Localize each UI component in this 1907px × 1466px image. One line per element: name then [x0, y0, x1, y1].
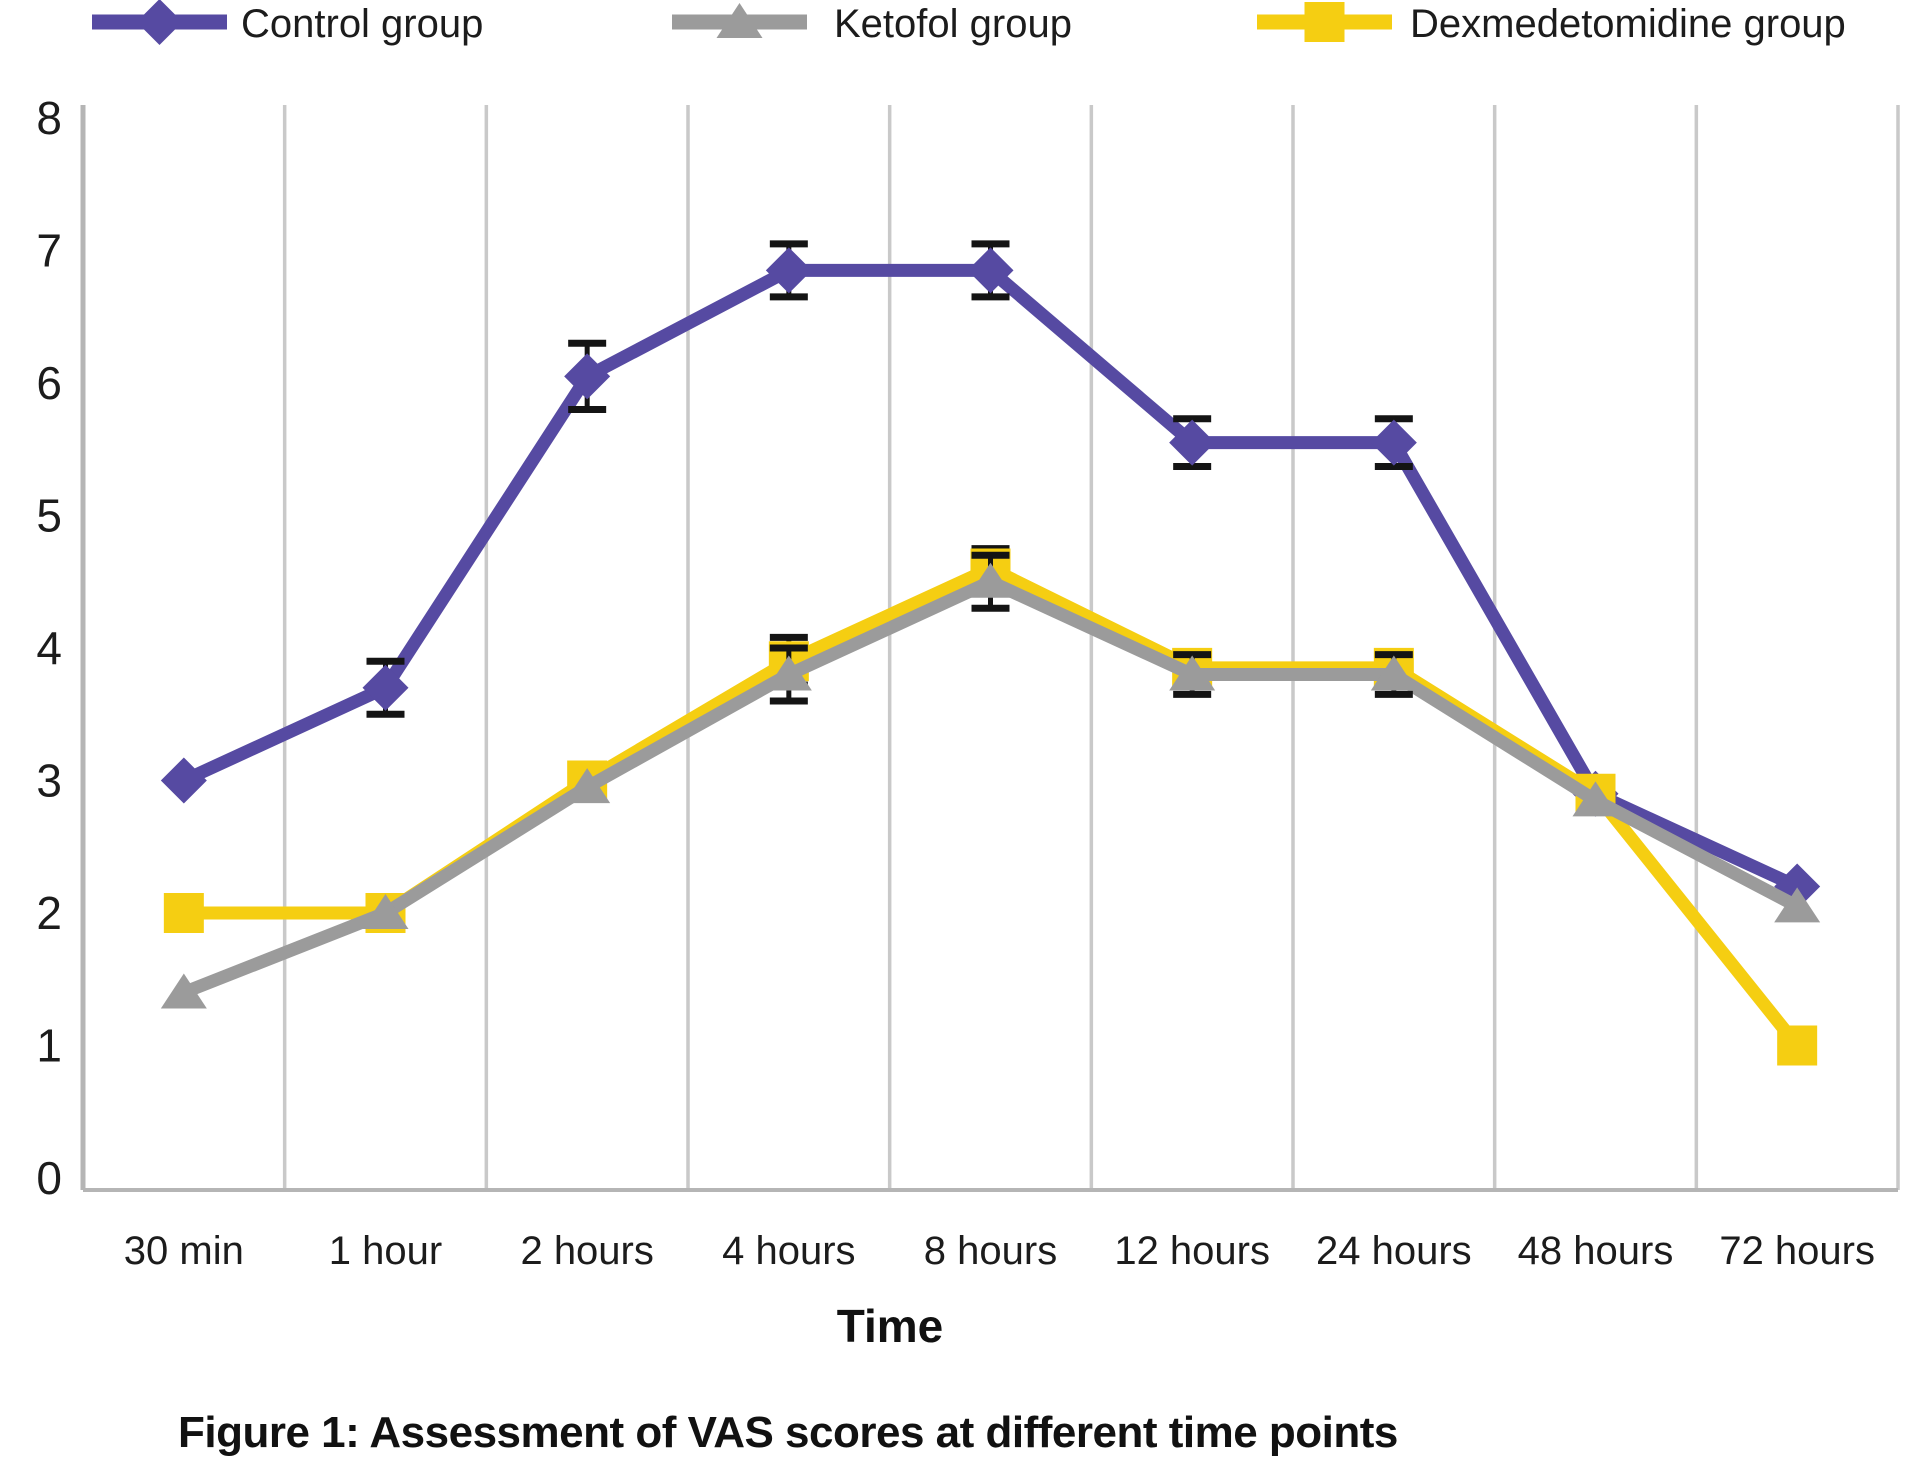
- diamond-marker: [564, 353, 611, 400]
- triangle-marker: [1572, 781, 1619, 817]
- legend-diamond-marker: [136, 0, 183, 45]
- diamond-marker: [1370, 419, 1417, 466]
- legend-triangle-marker: [716, 3, 763, 38]
- x-tick-label: 8 hours: [924, 1229, 1057, 1273]
- diamond-marker: [160, 757, 207, 804]
- y-tick-label: 4: [36, 622, 62, 674]
- square-marker: [1777, 1025, 1818, 1066]
- triangle-marker: [362, 894, 409, 929]
- triangle-marker: [160, 973, 207, 1009]
- triangle-marker: [564, 768, 611, 804]
- x-tick-label: 48 hours: [1518, 1229, 1674, 1273]
- legend-label: Ketofol group: [834, 2, 1072, 46]
- y-tick-label: 1: [36, 1020, 62, 1072]
- diamond-marker: [362, 664, 409, 711]
- triangle-marker: [967, 562, 1014, 598]
- triangle-marker: [1169, 655, 1216, 691]
- y-tick-label: 8: [36, 92, 62, 144]
- x-tick-label: 24 hours: [1316, 1229, 1472, 1273]
- x-tick-label: 12 hours: [1114, 1229, 1270, 1273]
- y-tick-label: 2: [36, 887, 62, 939]
- triangle-marker: [1774, 887, 1821, 923]
- y-tick-label: 6: [36, 357, 62, 409]
- x-tick-label: 30 min: [124, 1229, 244, 1273]
- series-line-ketofol-group: [177, 575, 1804, 999]
- y-tick-label: 0: [36, 1152, 62, 1204]
- x-tick-label: 4 hours: [722, 1229, 855, 1273]
- legend-label: Dexmedetomidine group: [1410, 2, 1846, 46]
- x-tick-label: 1 hour: [329, 1229, 442, 1273]
- y-tick-label: 3: [36, 755, 62, 807]
- diamond-marker: [967, 247, 1014, 294]
- x-tick-label: 72 hours: [1719, 1229, 1875, 1273]
- y-tick-label: 5: [36, 490, 62, 542]
- triangle-marker: [765, 655, 812, 691]
- square-marker: [163, 893, 204, 933]
- legend-square-marker: [1304, 2, 1345, 42]
- legend-label: Control group: [241, 2, 483, 46]
- x-tick-label: 2 hours: [520, 1229, 653, 1273]
- triangle-marker: [1370, 655, 1417, 691]
- diamond-marker: [1169, 419, 1216, 466]
- figure-caption: Figure 1: Assessment of VAS scores at di…: [178, 1408, 1398, 1457]
- x-axis-title: Time: [837, 1300, 944, 1352]
- series-line-dexmedetomidine-group: [177, 562, 1804, 1052]
- diamond-marker: [765, 247, 812, 294]
- y-tick-label: 7: [36, 225, 62, 277]
